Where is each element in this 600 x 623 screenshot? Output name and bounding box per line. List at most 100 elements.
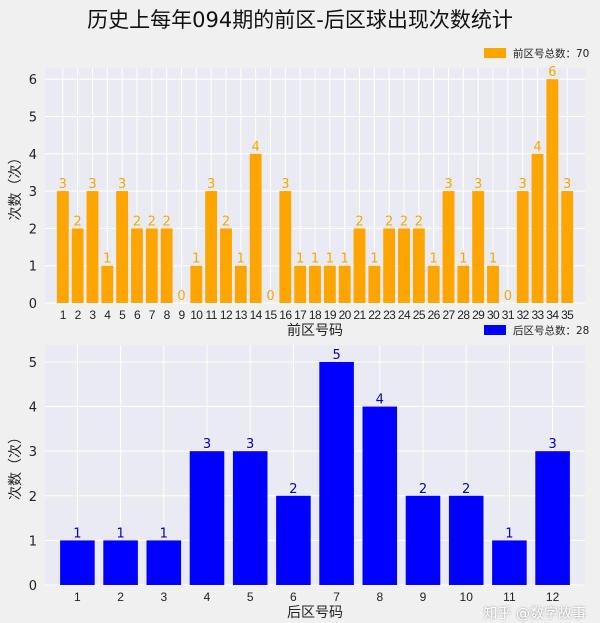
bar (56, 191, 69, 303)
data-label: 1 (296, 252, 304, 267)
legend-label: 后区号总数：28 (513, 324, 589, 337)
data-label: 1 (192, 252, 200, 267)
data-label: 3 (246, 437, 254, 452)
bar (145, 228, 158, 303)
bar (131, 228, 143, 303)
bar (101, 265, 114, 303)
bar (279, 191, 292, 303)
chart-title: 历史上每年094期的前区-后区球出现次数统计 (87, 8, 513, 32)
bar (160, 228, 173, 303)
bar (427, 265, 440, 303)
bar (442, 191, 455, 303)
x-tick-label: 24 (398, 308, 411, 322)
y-tick-label: 4 (29, 148, 37, 163)
data-label: 2 (419, 482, 427, 497)
bar (103, 540, 138, 585)
bar (86, 191, 99, 303)
x-tick-label: 33 (531, 308, 544, 322)
bar (220, 228, 232, 303)
bar (487, 265, 499, 303)
legend-swatch (484, 325, 506, 335)
data-label: 3 (59, 177, 67, 192)
x-tick-label: 4 (104, 308, 111, 322)
x-tick-label: 6 (134, 308, 141, 322)
data-label: 1 (326, 252, 334, 267)
data-label: 3 (519, 177, 527, 192)
x-tick-label: 9 (420, 590, 427, 604)
bar (60, 540, 95, 585)
x-tick-label: 8 (164, 308, 171, 322)
x-tick-label: 9 (178, 308, 185, 322)
bar (531, 153, 544, 303)
x-tick-label: 21 (353, 308, 366, 322)
data-label: 1 (103, 252, 111, 267)
data-label: 0 (266, 289, 274, 304)
x-axis-label: 后区号码 (287, 605, 343, 621)
x-tick-label: 7 (149, 308, 156, 322)
x-tick-label: 35 (561, 308, 574, 322)
bar (234, 265, 247, 303)
data-label: 4 (376, 393, 384, 408)
bar (535, 451, 570, 585)
bar (338, 265, 351, 303)
data-label: 1 (489, 252, 497, 267)
data-label: 2 (163, 214, 171, 229)
y-axis-label: 次数（次） (8, 151, 24, 221)
y-tick-label: 6 (29, 73, 37, 88)
data-label: 3 (203, 437, 211, 452)
data-label: 1 (341, 252, 349, 267)
bar (309, 265, 321, 303)
data-label: 1 (116, 526, 124, 541)
bar (362, 406, 398, 585)
bar (492, 540, 527, 585)
data-label: 2 (462, 482, 470, 497)
data-label: 2 (385, 214, 393, 229)
bar (398, 228, 410, 303)
x-tick-label: 10 (190, 308, 203, 322)
x-tick-label: 34 (546, 308, 559, 322)
data-label: 1 (459, 252, 467, 267)
x-tick-label: 11 (206, 308, 218, 322)
data-label: 1 (160, 526, 168, 541)
bar (323, 265, 336, 303)
bar (146, 540, 182, 585)
data-label: 1 (505, 526, 513, 541)
y-tick-label: 2 (29, 222, 37, 237)
data-label: 2 (400, 214, 408, 229)
x-tick-label: 19 (324, 308, 337, 322)
x-tick-label: 6 (290, 590, 297, 604)
legend-label: 前区号总数：70 (513, 47, 589, 60)
x-tick-label: 12 (220, 308, 233, 322)
y-tick-label: 0 (29, 579, 37, 594)
data-label: 0 (177, 289, 185, 304)
x-tick-label: 17 (294, 308, 307, 322)
x-tick-label: 1 (60, 308, 67, 322)
data-label: 3 (548, 437, 556, 452)
bar (405, 495, 441, 585)
bar (319, 361, 354, 585)
data-label: 1 (370, 252, 378, 267)
bar (205, 191, 218, 303)
data-label: 1 (430, 252, 438, 267)
data-label: 2 (73, 214, 81, 229)
data-label: 6 (548, 65, 556, 80)
y-tick-label: 2 (29, 490, 37, 505)
data-label: 2 (222, 214, 230, 229)
watermark: 知乎 @数字故事 (483, 606, 586, 622)
x-tick-label: 8 (376, 590, 383, 604)
y-tick-label: 4 (29, 401, 37, 416)
x-tick-label: 11 (503, 590, 516, 604)
data-label: 2 (148, 214, 156, 229)
data-label: 2 (415, 214, 423, 229)
data-label: 1 (311, 252, 319, 267)
x-tick-label: 2 (75, 308, 82, 322)
y-tick-label: 1 (29, 260, 37, 275)
bar (249, 153, 262, 303)
data-label: 5 (332, 348, 340, 363)
x-tick-label: 14 (250, 308, 263, 322)
x-tick-label: 3 (160, 590, 167, 604)
bar (294, 265, 307, 303)
bar (353, 228, 366, 303)
x-tick-label: 12 (546, 590, 560, 604)
